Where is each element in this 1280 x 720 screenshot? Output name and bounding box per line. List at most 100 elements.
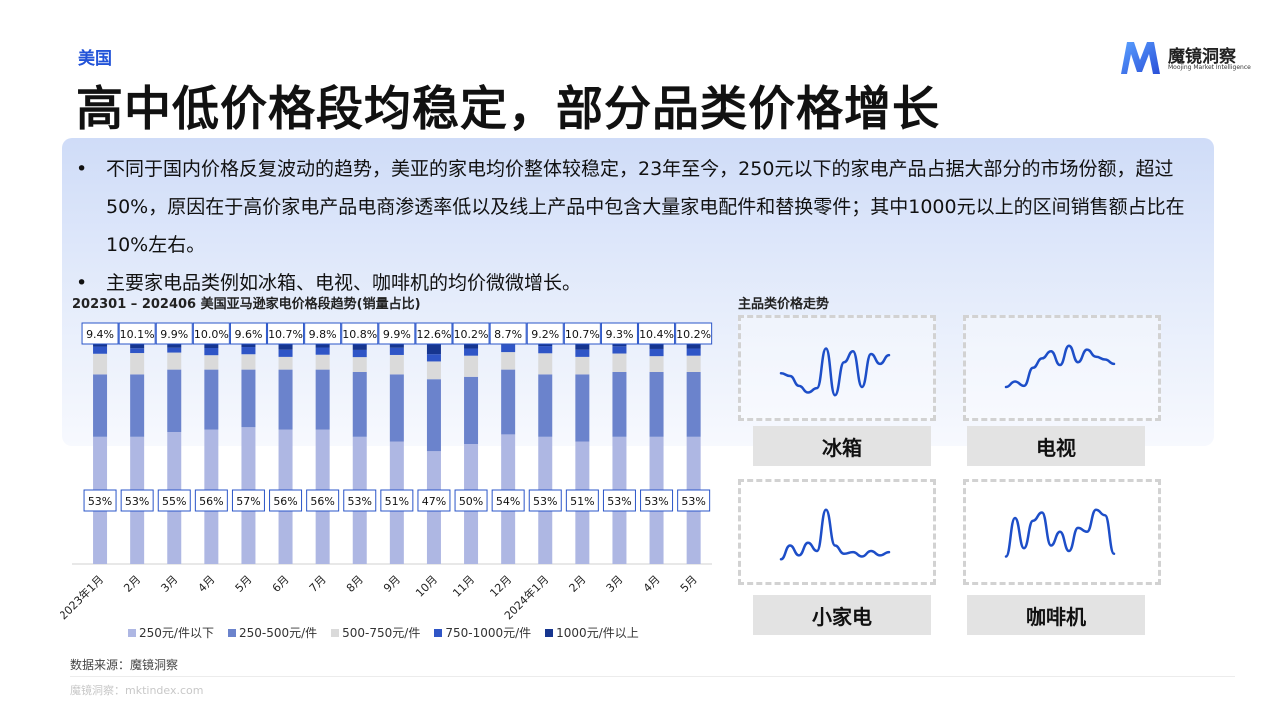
legend-swatch	[128, 628, 136, 637]
data-label-box	[452, 322, 490, 345]
data-label-box	[454, 489, 488, 512]
footer-text: 魔镜洞察：mktindex.com	[70, 684, 204, 697]
bar-segment	[352, 349, 367, 358]
data-label-box	[83, 489, 117, 512]
trend-line	[1004, 344, 1116, 389]
page-title: 高中低价格段均稳定，部分品类价格增长	[76, 82, 940, 137]
trend-label-fridge: 冰箱	[753, 426, 931, 466]
x-tick-label: 7月	[307, 573, 329, 595]
x-tick-label: 10月	[413, 573, 440, 600]
data-label: 9.3%	[605, 328, 633, 341]
bar-segment	[612, 346, 627, 354]
bar-segment	[501, 369, 516, 435]
data-label: 10.2%	[676, 328, 711, 341]
data-label-box	[269, 489, 303, 512]
bar-segment	[167, 369, 182, 432]
x-tick-label: 5月	[233, 573, 255, 595]
bar-segment	[167, 347, 182, 353]
legend-item: 500-750元/件	[331, 624, 420, 641]
bar-segment	[241, 354, 256, 370]
data-source: 数据来源：魔镜洞察	[70, 658, 179, 672]
data-label: 10.0%	[194, 328, 229, 341]
bar-segment	[649, 356, 664, 372]
data-label: 57%	[236, 495, 260, 508]
data-label-box	[565, 489, 599, 512]
data-label-box	[602, 489, 636, 512]
legend-label: 1000元/件以上	[556, 626, 639, 640]
logo-mark-icon	[1121, 42, 1160, 74]
data-label: 12.6%	[416, 328, 451, 341]
data-label: 10.2%	[454, 328, 489, 341]
bar-segment	[538, 353, 553, 375]
chart-legend: 250元/件以下 250-500元/件 500-750元/件 750-1000元…	[128, 624, 639, 641]
bar-segment	[426, 379, 441, 452]
bar-segment	[612, 353, 627, 372]
bar-segment	[93, 353, 108, 375]
bullet-marker: •	[76, 272, 88, 294]
data-label-box	[157, 489, 191, 512]
bar-segment	[130, 374, 145, 437]
data-label: 56%	[199, 495, 223, 508]
chart-title: 202301 – 202406 美国亚马逊家电价格段趋势(销量占比)	[72, 297, 421, 312]
x-tick-label: 2023年1月	[60, 572, 106, 622]
legend-swatch	[331, 628, 340, 637]
fridge-trend-line	[779, 347, 891, 397]
tv-trend-line	[1004, 344, 1116, 389]
data-label-box	[600, 322, 638, 345]
trend-box-tv	[963, 315, 1161, 421]
legend-label: 500-750元/件	[342, 626, 421, 640]
price-segment-chart: 53% 9.4% 2023年1月 53% 10.1% 2月 55% 9.9% 3月 56% 10.0…	[60, 322, 713, 622]
x-tick-label: 2月	[121, 573, 143, 595]
data-label-box	[417, 489, 451, 512]
data-label: 10.8%	[342, 328, 377, 341]
data-label: 10.7%	[268, 328, 303, 341]
data-label-box	[378, 322, 416, 345]
trend-line	[1004, 508, 1116, 558]
bar-segment	[204, 369, 219, 430]
bullet-item: • 主要家电品类例如冰箱、电视、咖啡机的均价微微增长。	[74, 264, 1204, 302]
data-label: 53%	[533, 495, 557, 508]
bar-segment	[352, 357, 367, 372]
data-label: 10.7%	[565, 328, 600, 341]
data-label-box	[229, 322, 267, 345]
x-tick-label: 11月	[450, 573, 477, 600]
data-label: 56%	[310, 495, 334, 508]
legend-item: 1000元/件以上	[545, 624, 639, 641]
legend-item: 250-500元/件	[227, 624, 317, 641]
data-label: 8.7%	[494, 328, 522, 341]
x-tick-label: 3月	[158, 573, 180, 595]
data-label: 53%	[644, 495, 668, 508]
data-label: 9.9%	[383, 328, 411, 341]
data-label: 51%	[385, 495, 409, 508]
data-label-box	[675, 322, 713, 345]
trend-label-coffee-machine: 咖啡机	[967, 595, 1145, 635]
bar-segment	[93, 346, 108, 354]
bar-segment	[204, 355, 219, 370]
bar-segment	[278, 356, 293, 370]
x-tick-label: 4月	[196, 573, 218, 595]
bar-segment	[389, 374, 404, 442]
x-tick-label: 9月	[381, 573, 403, 595]
bar-segment	[315, 369, 330, 430]
data-label-box	[155, 322, 193, 345]
x-tick-label: 6月	[270, 573, 292, 595]
data-label-box	[526, 322, 564, 345]
bullet-marker: •	[76, 158, 88, 180]
data-label: 53%	[681, 495, 705, 508]
trend-label-tv: 电视	[967, 426, 1145, 466]
bar-segment	[612, 372, 627, 437]
data-label: 53%	[607, 495, 631, 508]
data-label-box	[380, 489, 414, 512]
data-label-box	[231, 489, 265, 512]
bullet-list: • 不同于国内价格反复波动的趋势，美亚的家电均价整体较稳定，23年至今，250元…	[74, 150, 1204, 302]
legend-swatch	[545, 628, 554, 637]
bar-segment	[464, 376, 479, 444]
trend-line	[779, 508, 891, 561]
data-label: 9.8%	[309, 328, 337, 341]
bar-segment	[278, 349, 293, 357]
bullet-text: 不同于国内价格反复波动的趋势，美亚的家电均价整体较稳定，23年至今，250元以下…	[106, 158, 1185, 256]
bullet-item: • 不同于国内价格反复波动的趋势，美亚的家电均价整体较稳定，23年至今，250元…	[74, 150, 1204, 264]
bar-segment	[575, 356, 590, 375]
bar-segment	[315, 347, 330, 355]
x-tick-label: 4月	[641, 573, 663, 595]
